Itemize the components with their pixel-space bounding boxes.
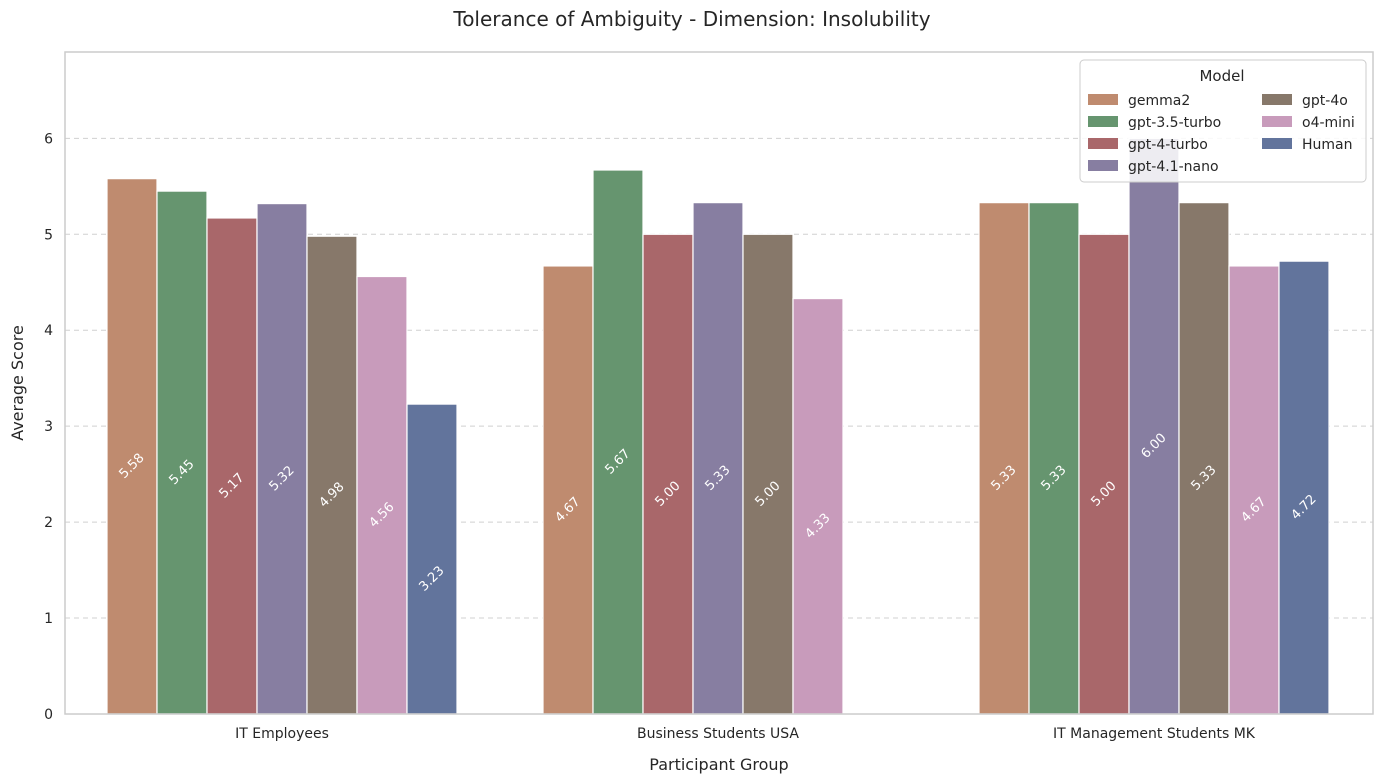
bar [978, 202, 1030, 715]
x-tick-labels: IT Employees Business Students USA IT Mana… [235, 726, 1256, 742]
y-tick-labels: 0 1 2 3 4 5 6 [44, 131, 53, 723]
legend-swatch [1088, 116, 1118, 127]
bar [256, 202, 308, 715]
y-tick-label: 2 [44, 515, 53, 531]
y-axis-label: Average Score [8, 325, 27, 441]
legend: Model gemma2 gpt-3.5-turbo gpt-4-turbo gpt-… [1079, 59, 1367, 183]
plot-frame [64, 51, 1374, 715]
x-tick-label: IT Management Students MK [1053, 726, 1256, 742]
chart-title: Tolerance of Ambiguity - Dimension: Inso… [452, 7, 930, 31]
y-tick-label: 6 [44, 131, 53, 147]
bar [1278, 260, 1330, 715]
legend-label: gpt-4.1-nano [1128, 159, 1219, 175]
bar [542, 265, 594, 715]
bar [642, 233, 694, 715]
y-tick-label: 4 [44, 323, 53, 339]
bars [106, 137, 1330, 715]
bar [406, 403, 458, 715]
bar [792, 297, 844, 715]
legend-swatch [1088, 138, 1118, 149]
x-tick-label: IT Employees [235, 726, 329, 742]
bar [306, 235, 358, 715]
legend-label: gpt-3.5-turbo [1128, 115, 1221, 131]
legend-label: gemma2 [1128, 93, 1190, 109]
bar [1078, 233, 1130, 715]
x-axis-label: Participant Group [649, 755, 788, 774]
legend-swatch [1262, 94, 1292, 105]
y-tick-label: 0 [44, 707, 53, 723]
legend-swatch [1262, 138, 1292, 149]
bar [692, 202, 744, 715]
y-tick-label: 1 [44, 611, 53, 627]
legend-frame [1079, 59, 1367, 183]
legend-title: Model [1199, 67, 1244, 85]
bar [1178, 202, 1230, 715]
bar [1128, 137, 1180, 715]
legend-items: gemma2 gpt-3.5-turbo gpt-4-turbo gpt-4.1-na… [1088, 93, 1355, 175]
y-tick-label: 5 [44, 227, 53, 243]
bar [1228, 265, 1280, 715]
bar [1028, 202, 1080, 715]
legend-label: o4-mini [1302, 115, 1355, 131]
legend-label: Human [1302, 137, 1353, 153]
y-tick-label: 3 [44, 419, 53, 435]
bar [742, 233, 794, 715]
bar [106, 178, 158, 715]
x-tick-label: Business Students USA [637, 726, 799, 742]
legend-label: gpt-4o [1302, 93, 1348, 109]
bar [156, 190, 208, 715]
legend-swatch [1088, 160, 1118, 171]
bar [356, 275, 408, 715]
legend-swatch [1088, 94, 1118, 105]
legend-swatch [1262, 116, 1292, 127]
legend-label: gpt-4-turbo [1128, 137, 1208, 153]
bar [592, 169, 644, 715]
bar [206, 217, 258, 715]
